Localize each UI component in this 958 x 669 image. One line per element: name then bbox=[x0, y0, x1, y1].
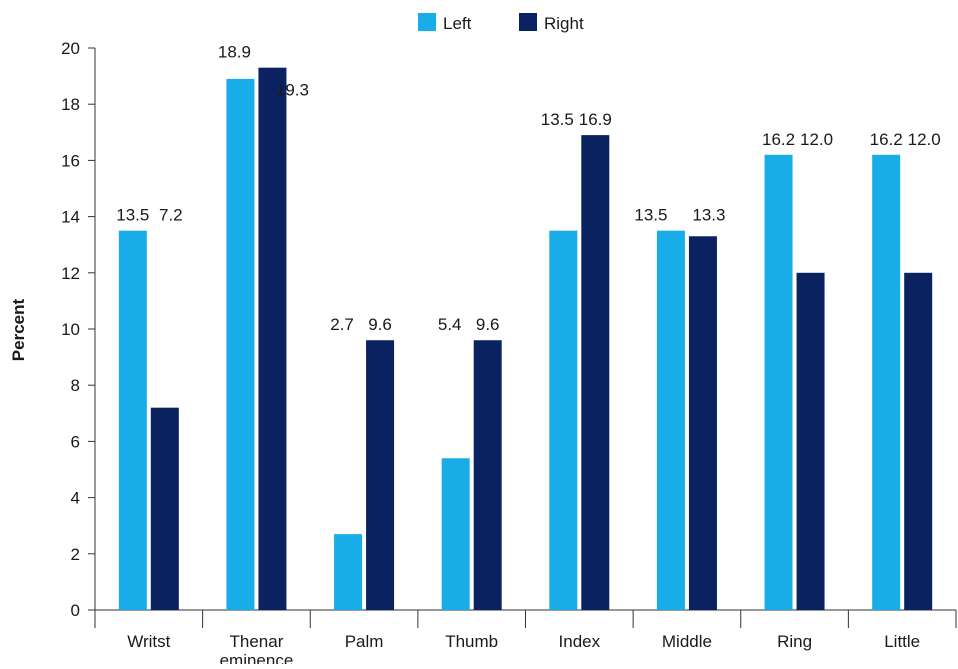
bar-right bbox=[258, 67, 287, 611]
y-tick-label: 12 bbox=[61, 264, 80, 283]
data-label-right: 9.6 bbox=[476, 315, 500, 334]
y-tick-label: 4 bbox=[71, 489, 80, 508]
bar-right bbox=[581, 135, 610, 611]
data-label-left: 13.5 bbox=[634, 206, 667, 225]
data-label-left: 13.5 bbox=[541, 110, 574, 129]
legend: Left Right bbox=[418, 13, 584, 33]
bar-right bbox=[904, 272, 933, 610]
bar-left bbox=[872, 154, 901, 610]
y-axis: 0 2 4 6 8 10 12 14 16 18 20 bbox=[61, 39, 96, 620]
y-tick-label: 14 bbox=[61, 208, 80, 227]
y-tick-label: 18 bbox=[61, 95, 80, 114]
data-label-right: 7.2 bbox=[159, 206, 183, 225]
x-category-label: Palm bbox=[345, 632, 384, 651]
bar-left bbox=[441, 458, 470, 610]
y-tick-label: 16 bbox=[61, 151, 80, 170]
data-label-left: 2.7 bbox=[330, 315, 354, 334]
bar-left bbox=[764, 154, 793, 610]
x-axis: Writst Thenar eminence Palm Thumb Index Middle… bbox=[94, 609, 957, 669]
bar-right bbox=[366, 340, 395, 610]
x-category-label: Thumb bbox=[445, 632, 498, 651]
data-label-right: 16.9 bbox=[579, 110, 612, 129]
bar-left bbox=[656, 230, 685, 610]
bar-left bbox=[118, 230, 147, 610]
legend-label-right: Right bbox=[544, 14, 584, 33]
x-category-label: Middle bbox=[662, 632, 712, 651]
legend-swatch-left bbox=[418, 13, 436, 31]
x-category-label: Thenar eminence bbox=[220, 632, 294, 664]
bar-right bbox=[688, 236, 717, 610]
y-tick-label: 6 bbox=[71, 432, 80, 451]
y-tick-label: 8 bbox=[71, 376, 80, 395]
bar-right bbox=[473, 340, 502, 610]
bars bbox=[118, 67, 933, 611]
bar-right bbox=[796, 272, 825, 610]
x-category-label: Index bbox=[559, 632, 601, 651]
bar-left bbox=[226, 78, 255, 610]
x-category-label: Writst bbox=[127, 632, 170, 651]
y-axis-title: Percent bbox=[9, 298, 28, 361]
y-tick-label: 2 bbox=[71, 545, 80, 564]
bar-right bbox=[150, 407, 179, 610]
legend-swatch-right bbox=[519, 13, 537, 31]
data-label-right: 19.3 bbox=[276, 81, 309, 100]
data-label-left: 13.5 bbox=[116, 206, 149, 225]
data-labels: 13.5 7.2 18.9 19.3 2.7 9.6 5.4 9.6 13.5 16.9 13.5 1… bbox=[116, 43, 940, 335]
data-label-right: 13.3 bbox=[692, 206, 725, 225]
x-category-label: Ring bbox=[777, 632, 812, 651]
legend-label-left: Left bbox=[443, 14, 472, 33]
y-tick-label: 20 bbox=[61, 39, 80, 58]
y-tick-label: 10 bbox=[61, 320, 80, 339]
data-label-right: 12.0 bbox=[908, 130, 941, 149]
data-label-left: 16.2 bbox=[762, 130, 795, 149]
x-category-label: Little bbox=[884, 632, 920, 651]
data-label-right: 9.6 bbox=[368, 315, 392, 334]
bar-left bbox=[549, 230, 578, 610]
y-tick-label: 0 bbox=[71, 601, 80, 620]
bar-left bbox=[334, 534, 363, 610]
data-label-right: 12.0 bbox=[800, 130, 833, 149]
data-label-left: 16.2 bbox=[870, 130, 903, 149]
data-label-left: 5.4 bbox=[438, 315, 462, 334]
data-label-left: 18.9 bbox=[218, 43, 251, 62]
